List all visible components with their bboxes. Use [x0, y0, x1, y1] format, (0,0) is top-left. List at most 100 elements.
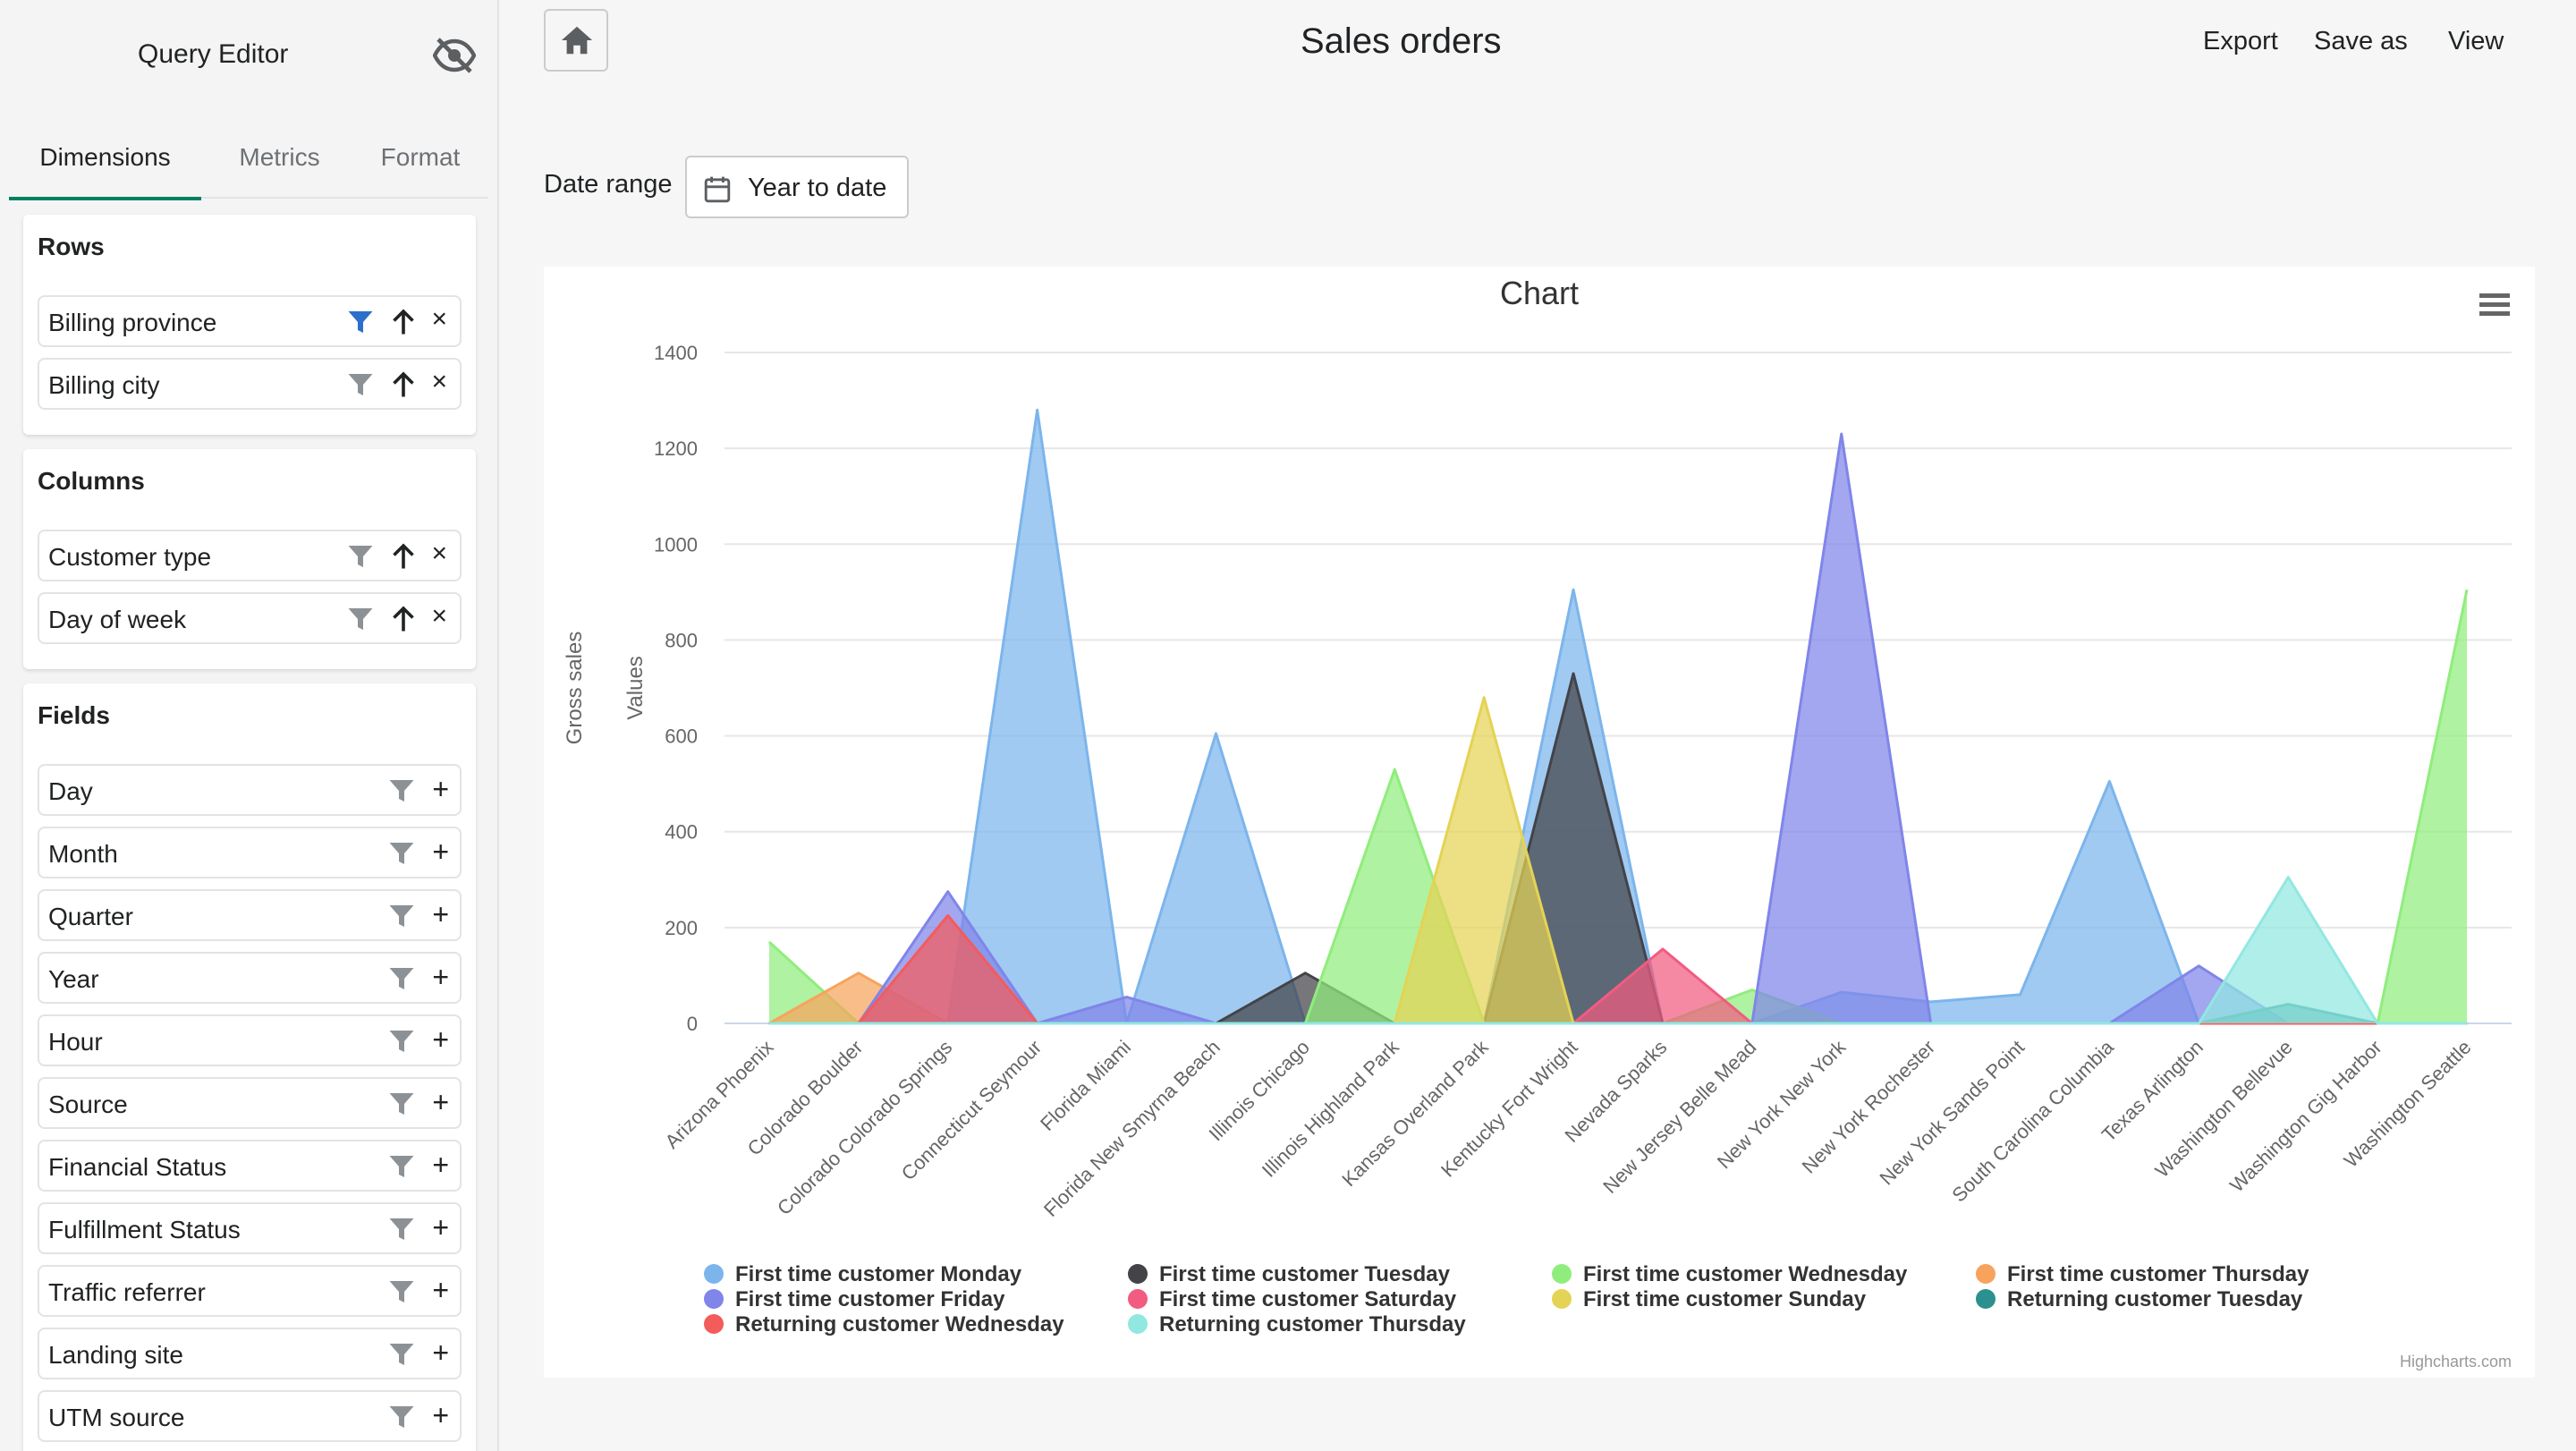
filter-icon[interactable]	[388, 1027, 415, 1056]
filter-icon[interactable]	[388, 1277, 415, 1306]
field-pill-label: Traffic referrer	[48, 1278, 206, 1306]
field-pill-label: Year	[48, 965, 99, 993]
arrow-up-icon[interactable]	[390, 605, 417, 633]
plus-icon[interactable]: +	[432, 773, 449, 805]
plus-icon[interactable]: +	[432, 1086, 449, 1118]
legend-item[interactable]: First time customer Thursday	[2007, 1262, 2309, 1286]
legend-item[interactable]: Returning customer Wednesday	[735, 1312, 1064, 1336]
arrow-up-icon[interactable]	[390, 370, 417, 399]
field-pill[interactable]: Traffic referrer +	[38, 1265, 462, 1317]
filter-icon[interactable]	[388, 964, 415, 993]
close-icon[interactable]: ×	[431, 367, 447, 396]
field-pill-label: Month	[48, 840, 118, 868]
x-tick-label: Washington Gig Harbor	[2225, 1036, 2386, 1197]
save-as-button[interactable]: Save as	[2314, 27, 2408, 55]
date-range-picker[interactable]: Year to date	[685, 156, 909, 218]
plus-icon[interactable]: +	[432, 836, 449, 868]
legend-item[interactable]: Returning customer Tuesday	[2007, 1287, 2303, 1311]
legend-marker[interactable]	[1976, 1289, 1996, 1309]
close-icon[interactable]: ×	[431, 304, 447, 334]
legend-marker[interactable]	[1128, 1264, 1148, 1284]
legend-item[interactable]: First time customer Tuesday	[1159, 1262, 1451, 1286]
field-pill[interactable]: Source +	[38, 1077, 462, 1129]
field-pill-label: UTM source	[48, 1404, 185, 1431]
filter-icon[interactable]	[388, 1152, 415, 1181]
filter-icon[interactable]	[347, 605, 374, 633]
area-chart: Chart 0 200 400 600 800 1000 1200 1400 Gross sale…	[563, 275, 2512, 1370]
field-pill[interactable]: Month +	[38, 827, 462, 878]
legend-marker[interactable]	[1128, 1314, 1148, 1334]
row-pill[interactable]: Billing city ×	[38, 358, 462, 410]
close-icon[interactable]: ×	[431, 539, 447, 568]
field-pill[interactable]: Day +	[38, 764, 462, 816]
plus-icon[interactable]: +	[432, 898, 449, 930]
field-pill-label: Quarter	[48, 903, 133, 930]
tab-format[interactable]: Format	[380, 143, 461, 171]
y-tick-label: 1200	[654, 437, 698, 460]
field-pill[interactable]: Year +	[38, 952, 462, 1004]
plus-icon[interactable]: +	[432, 1274, 449, 1306]
y-tick-label: 400	[665, 821, 698, 844]
legend-marker[interactable]	[1128, 1289, 1148, 1309]
column-pill[interactable]: Day of week ×	[38, 592, 462, 644]
y-tick-label: 600	[665, 726, 698, 748]
column-pill[interactable]: Customer type ×	[38, 530, 462, 581]
legend-marker[interactable]	[704, 1264, 724, 1284]
field-pill[interactable]: UTM source +	[38, 1390, 462, 1442]
field-pill-label: Hour	[48, 1028, 103, 1056]
field-pill[interactable]: Financial Status +	[38, 1140, 462, 1192]
area-series-0[interactable]	[768, 410, 2468, 1023]
filter-icon[interactable]	[388, 1340, 415, 1369]
highcharts-credit[interactable]: Highcharts.com	[2400, 1353, 2512, 1370]
y-tick-label: 1000	[654, 533, 698, 556]
export-button[interactable]: Export	[2203, 27, 2278, 55]
home-icon	[561, 26, 593, 55]
arrow-up-icon[interactable]	[390, 542, 417, 571]
field-pill[interactable]: Fulfillment Status +	[38, 1202, 462, 1254]
rows-card: Rows Billing province × Billing city ×	[23, 215, 476, 435]
legend-marker[interactable]	[704, 1289, 724, 1309]
filter-icon[interactable]	[388, 1403, 415, 1431]
plus-icon[interactable]: +	[432, 961, 449, 993]
filter-icon[interactable]	[347, 542, 374, 571]
legend-item[interactable]: First time customer Saturday	[1159, 1287, 1457, 1311]
legend-item[interactable]: First time customer Monday	[735, 1262, 1022, 1286]
legend-marker[interactable]	[1976, 1264, 1996, 1284]
filter-icon[interactable]	[347, 370, 374, 399]
plus-icon[interactable]: +	[432, 1399, 449, 1431]
filter-icon[interactable]	[388, 1215, 415, 1243]
plus-icon[interactable]: +	[432, 1023, 449, 1056]
field-pill-label: Day	[48, 777, 93, 805]
legend-item[interactable]: First time customer Wednesday	[1583, 1262, 1908, 1286]
legend-marker[interactable]	[1552, 1264, 1572, 1284]
filter-icon[interactable]	[388, 1090, 415, 1118]
filter-icon[interactable]	[388, 776, 415, 805]
plus-icon[interactable]: +	[432, 1149, 449, 1181]
filter-icon[interactable]	[388, 902, 415, 930]
filter-icon[interactable]	[388, 839, 415, 868]
y-tick-label: 0	[687, 1013, 698, 1035]
tab-metrics[interactable]: Metrics	[239, 143, 320, 171]
close-icon[interactable]: ×	[431, 601, 447, 631]
area-series-9[interactable]	[768, 877, 2468, 1023]
field-pill[interactable]: Hour +	[38, 1014, 462, 1066]
legend-item[interactable]: First time customer Friday	[735, 1287, 1005, 1311]
date-range-value: Year to date	[748, 174, 887, 202]
row-pill[interactable]: Billing province ×	[38, 295, 462, 347]
legend-item[interactable]: Returning customer Thursday	[1159, 1312, 1466, 1336]
arrow-up-icon[interactable]	[390, 308, 417, 336]
field-pill-label: Financial Status	[48, 1153, 227, 1181]
field-pill[interactable]: Quarter +	[38, 889, 462, 941]
legend-marker[interactable]	[1552, 1289, 1572, 1309]
view-button[interactable]: View	[2448, 27, 2504, 55]
filter-icon[interactable]	[347, 308, 374, 336]
plus-icon[interactable]: +	[432, 1211, 449, 1243]
home-button[interactable]	[544, 9, 608, 72]
tab-dimensions[interactable]: Dimensions	[9, 131, 201, 200]
legend-marker[interactable]	[704, 1314, 724, 1334]
field-pill[interactable]: Landing site +	[38, 1328, 462, 1379]
plus-icon[interactable]: +	[432, 1336, 449, 1369]
legend-item[interactable]: First time customer Sunday	[1583, 1287, 1867, 1311]
hamburger-icon[interactable]	[2479, 293, 2510, 316]
eye-slash-icon[interactable]	[432, 38, 477, 73]
